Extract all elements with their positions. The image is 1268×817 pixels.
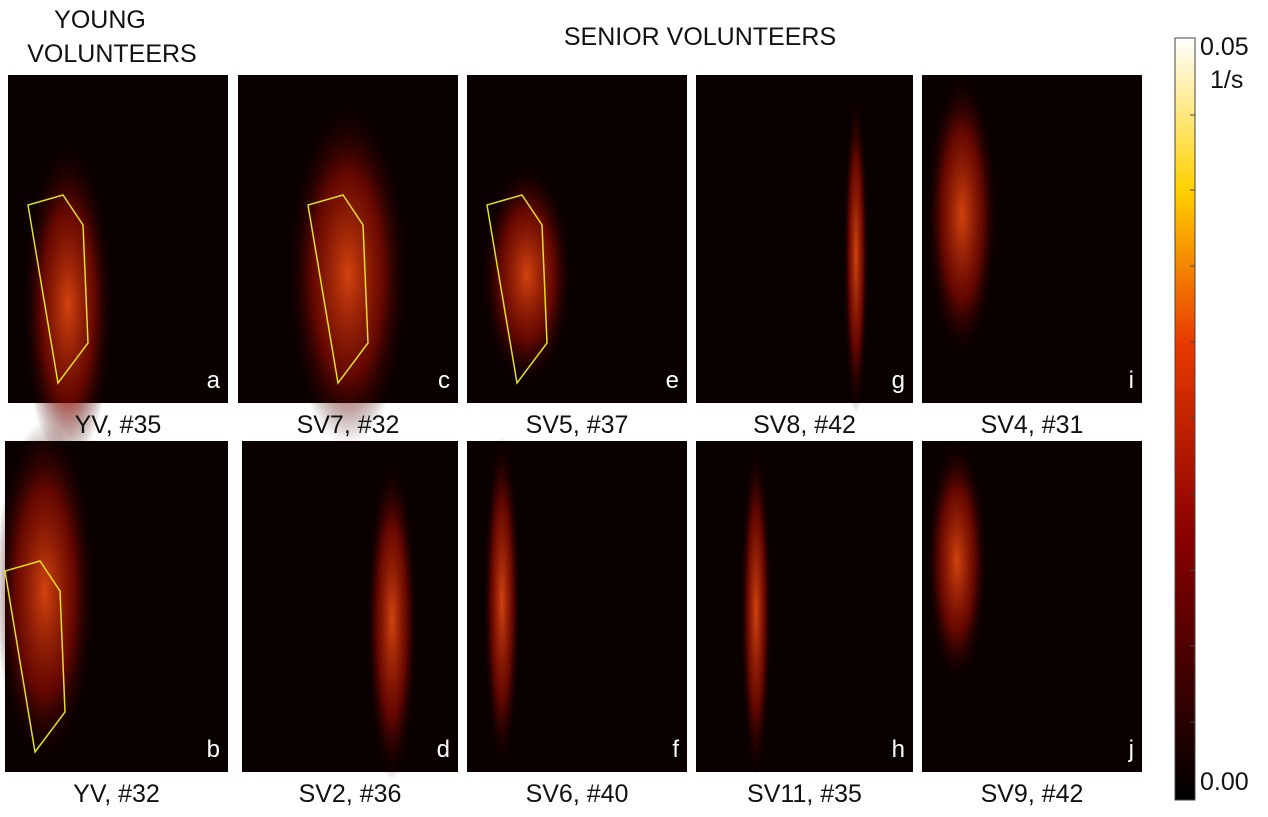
image-panel	[696, 441, 913, 772]
panel-letter: d	[437, 736, 450, 763]
image-panel	[696, 75, 913, 403]
panel-letter: j	[1128, 736, 1134, 763]
figure: YOUNG VOLUNTEERS SENIOR VOLUNTEERS a YV, …	[0, 0, 1268, 812]
panel-caption: SV7, #32	[297, 411, 400, 439]
colorbar-unit: 1/s	[1210, 66, 1243, 94]
heat-region	[927, 75, 997, 355]
heat-region	[484, 436, 520, 766]
panel-caption: YV, #35	[75, 411, 162, 439]
header-senior: SENIOR VOLUNTEERS	[564, 23, 836, 51]
panel-letter: e	[666, 367, 679, 394]
panel-caption: SV6, #40	[526, 780, 629, 808]
panel-letter: h	[892, 736, 905, 763]
heat-region	[741, 446, 771, 776]
panel-caption: YV, #32	[73, 780, 160, 808]
heat-region	[482, 165, 572, 385]
panel-caption: SV4, #31	[981, 411, 1084, 439]
panel-caption: SV9, #42	[981, 780, 1084, 808]
panel-caption: SV5, #37	[526, 411, 629, 439]
heat-region	[288, 105, 408, 445]
colorbar-min: 0.00	[1200, 768, 1249, 796]
heat-region	[367, 461, 417, 781]
panel-caption: SV11, #35	[747, 780, 862, 808]
panel-letter: c	[438, 367, 450, 394]
colorbar	[1175, 38, 1195, 800]
header-young: VOLUNTEERS	[27, 40, 196, 68]
image-panel	[242, 441, 458, 772]
colorbar-max: 0.05	[1200, 33, 1249, 61]
panel-letter: i	[1129, 367, 1134, 394]
panel-letter: f	[672, 736, 679, 763]
panel-letter: b	[207, 736, 220, 763]
heat-region	[927, 441, 987, 681]
panel-letter: g	[892, 367, 905, 394]
header-young: YOUNG	[54, 6, 146, 34]
heat-region	[844, 95, 868, 415]
panel-caption: SV2, #36	[299, 780, 402, 808]
panel-letter: a	[207, 367, 221, 394]
panel-caption: SV8, #42	[753, 411, 856, 439]
